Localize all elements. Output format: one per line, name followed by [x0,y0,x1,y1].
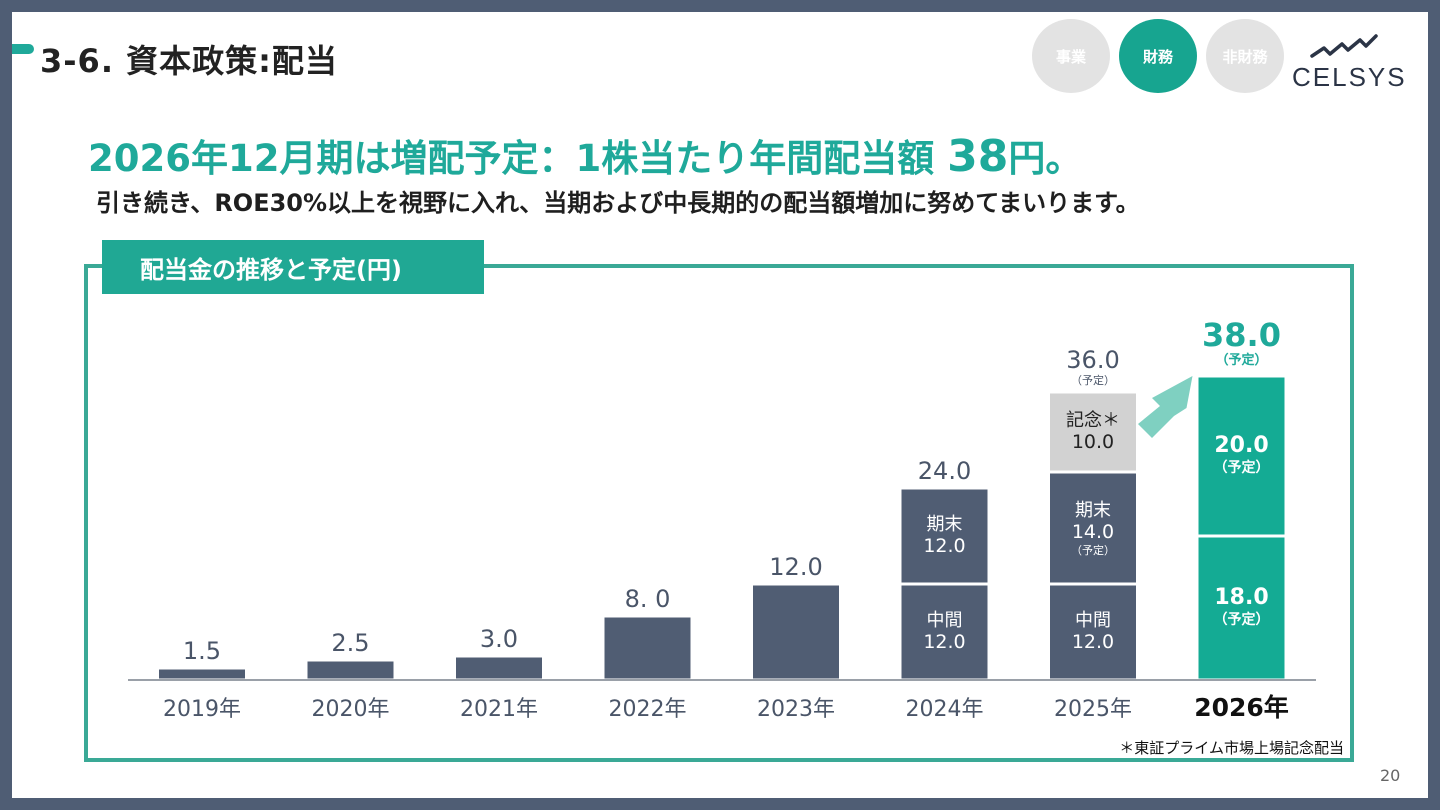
growth-arrow-icon [1138,376,1193,438]
bar-segment [901,489,988,583]
x-tick-label: 2019年 [163,697,241,722]
bar-segment [901,585,988,679]
subheadline: 引き続き、ROE30%以上を視野に入れ、当期および中長期的の配当額増加に努めてま… [96,189,1140,217]
bar-total-label: 12.0 [769,553,822,581]
bar-segment [159,669,245,679]
chart-label: 配当金の推移と予定(円) [102,240,484,294]
bar-total-note: （予定） [1071,373,1115,387]
bar-total-label: 24.0 [918,457,971,485]
bar-total-note: （予定） [1215,352,1267,368]
headline-suffix: 円。 [1008,137,1083,180]
bar-total-label: 2.5 [331,629,369,657]
segment-label: 中間 [927,610,963,631]
segment-label: 期末 [927,514,963,535]
headline-main: 2026年12月期は増配予定：1株当たり年間配当額 [88,137,948,180]
slide-background [12,12,1428,798]
logo-text: CELSYS [1292,62,1407,92]
headline-amount: 38 [947,131,1009,182]
x-tick-label: 2020年 [312,697,390,722]
bar-segment [1198,537,1285,679]
bar-total-label: 3.0 [480,625,518,653]
title-accent-marker [12,44,34,54]
bar-total-label: 1.5 [183,637,221,665]
bar-total-label: 36.0 [1066,346,1119,374]
segment-value-label: 20.0 [1214,433,1268,458]
x-tick-label: 2021年 [460,697,538,722]
nav-tab-finance[interactable]: 財務 [1119,19,1197,93]
segment-note: （予定） [1071,543,1115,557]
segment-value-label: 10.0 [1072,431,1114,453]
bar-segment [456,657,542,679]
bar-segment [753,585,839,679]
segment-value-label: 14.0 [1072,521,1114,543]
nav-tab-business[interactable]: 事業 [1032,19,1110,93]
segment-label: 記念＊ [1066,409,1120,431]
bar-segment [1050,585,1136,679]
bar-segment [307,661,394,679]
bar-segment [1198,377,1285,535]
nav-tab-nonfinancial[interactable]: 非財務 [1206,19,1284,93]
chart-frame [84,264,1354,762]
page-title: 3-6. 資本政策:配当 [40,42,338,80]
segment-value-label: 18.0 [1214,585,1268,610]
segment-value-label: 12.0 [923,631,965,653]
bar-segment [604,617,691,679]
bar-segment [1050,393,1136,471]
x-tick-label: 2026年 [1194,693,1289,722]
bar-segment [1050,473,1136,583]
segment-note: （予定） [1214,459,1270,476]
segment-note: （予定） [1214,611,1270,628]
x-tick-label: 2025年 [1054,697,1132,722]
segment-value-label: 12.0 [923,535,965,557]
headline: 2026年12月期は増配予定：1株当たり年間配当額 38円。 [88,128,1082,182]
celsys-logo-icon [1310,34,1378,58]
page-number: 20 [1380,766,1401,785]
segment-label: 中間 [1075,610,1111,631]
bar-total-label: 38.0 [1202,316,1281,354]
segment-value-label: 12.0 [1072,631,1114,653]
x-tick-label: 2022年 [609,697,687,722]
bar-total-label: 8. 0 [625,585,671,613]
segment-label: 期末 [1075,500,1111,521]
footnote: ＊東証プライム市場上場記念配当 [1119,739,1344,757]
x-tick-label: 2024年 [906,697,984,722]
x-tick-label: 2023年 [757,697,835,722]
